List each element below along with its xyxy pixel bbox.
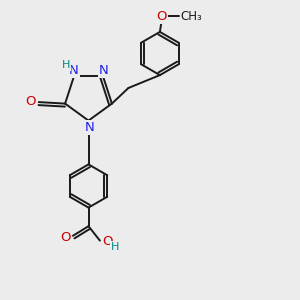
Text: H: H [110,242,119,252]
Text: CH₃: CH₃ [181,10,202,23]
Text: N: N [69,64,79,76]
Text: O: O [26,95,36,108]
Text: O: O [156,10,166,22]
Text: H: H [61,60,70,70]
Text: O: O [102,235,112,248]
Text: N: N [99,64,108,76]
Text: O: O [60,230,71,244]
Text: N: N [85,121,94,134]
